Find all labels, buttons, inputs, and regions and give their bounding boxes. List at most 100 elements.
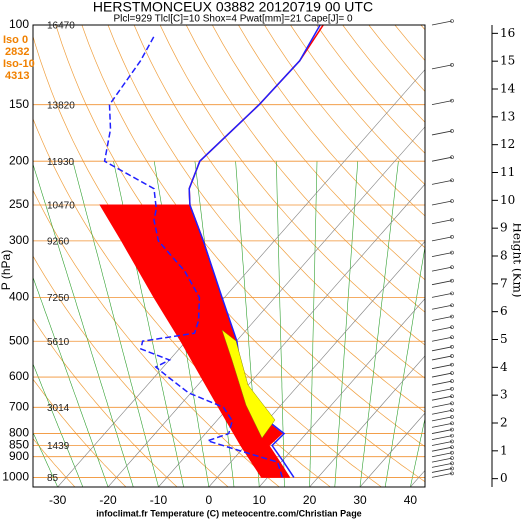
wind-station <box>450 335 454 340</box>
wind-station <box>450 461 454 466</box>
geopotential-label: 3014 <box>47 403 70 414</box>
wind-barb <box>431 326 453 332</box>
x-tick-label: 40 <box>404 493 418 507</box>
x-tick-label: -20 <box>99 493 117 507</box>
wind-barb <box>431 468 453 473</box>
wind-station <box>450 345 454 349</box>
geopotential-label: 10470 <box>47 201 75 212</box>
wind-barb <box>431 130 453 136</box>
wind-barb <box>431 473 453 478</box>
wind-station <box>450 265 454 269</box>
plot-area <box>33 25 425 487</box>
wind-barb <box>431 20 453 26</box>
y2-tick-label: 0 <box>500 471 508 485</box>
wind-station <box>450 466 454 471</box>
y-axis-label: P (hPa) <box>0 250 13 290</box>
wind-station <box>450 199 454 203</box>
y-tick-label: 1000 <box>2 470 29 484</box>
y-tick-label: 100 <box>9 17 29 31</box>
wind-barb <box>431 364 453 370</box>
y2-axis-label: Height (Km) <box>511 222 521 297</box>
isotherm <box>309 355 425 487</box>
dry-adiabat <box>133 25 425 379</box>
wind-station <box>450 98 454 103</box>
wind-barb <box>431 446 453 452</box>
wind-station <box>450 155 454 159</box>
y2-tick-label: 4 <box>500 360 508 374</box>
y2-tick-label: 14 <box>500 82 516 96</box>
y2-tick-label: 10 <box>500 193 515 207</box>
wind-station <box>450 178 454 183</box>
wind-station <box>450 314 454 319</box>
wind-barb <box>431 435 453 441</box>
y2-tick-label: 5 <box>500 332 508 346</box>
wind-barb <box>431 462 453 468</box>
wind-station <box>450 415 454 419</box>
wind-station <box>450 354 454 358</box>
wind-barb <box>431 346 453 352</box>
wind-station <box>450 19 454 23</box>
annotation-value: 2832 <box>5 46 29 58</box>
y2-tick-label: 9 <box>500 221 508 235</box>
wind-barb <box>431 409 453 415</box>
y2-tick-label: 16 <box>500 26 515 40</box>
wind-station <box>450 325 454 329</box>
y2-tick-label: 8 <box>500 249 508 263</box>
wind-barb <box>431 429 453 434</box>
chart-subtitle: Plcl=929 Tlcl[C]=10 Shox=4 Pwat[mm]=21 C… <box>113 14 353 25</box>
wind-barb <box>431 236 453 242</box>
wind-station <box>450 235 454 239</box>
isotherm <box>259 298 425 487</box>
y2-tick-label: 13 <box>500 109 515 123</box>
moist-adiabat <box>33 276 109 487</box>
geopotential-label: 13820 <box>47 100 75 111</box>
wind-barb <box>431 200 453 206</box>
wind-station <box>450 250 454 255</box>
wind-station <box>450 433 454 438</box>
dry-adiabat <box>185 25 425 313</box>
wind-station <box>450 408 454 413</box>
moist-adiabat <box>309 161 318 487</box>
annotation-label: Iso-10 <box>3 58 35 70</box>
wind-station <box>450 386 454 391</box>
dry-adiabat <box>238 25 425 249</box>
wind-barb <box>431 355 453 361</box>
moist-adiabat <box>410 416 425 487</box>
x-tick-label: 30 <box>353 493 367 507</box>
dry-adiabat <box>33 189 280 487</box>
wind-station <box>450 427 454 432</box>
y-tick-label: 800 <box>9 426 29 440</box>
moist-adiabat <box>33 163 134 487</box>
y2-tick-label: 2 <box>500 415 508 429</box>
y-tick-label: 150 <box>9 97 29 111</box>
wind-barb <box>431 395 453 401</box>
wind-barb <box>431 266 453 272</box>
x-tick-label: -10 <box>150 493 168 507</box>
y-tick-label: 300 <box>9 233 29 247</box>
moist-adiabat <box>334 161 358 487</box>
dry-adiabat <box>33 378 127 487</box>
wind-barb <box>431 156 453 162</box>
wind-barb <box>431 372 453 378</box>
wind-station <box>450 450 454 455</box>
wind-barb <box>431 100 453 106</box>
geopotential-label: 5610 <box>47 337 70 348</box>
wind-barb <box>431 452 453 458</box>
y-tick-label: 250 <box>9 197 29 211</box>
wind-barb <box>431 388 453 394</box>
wind-station <box>450 471 454 476</box>
wind-barb <box>431 416 453 422</box>
geopotential-label: 16470 <box>47 21 75 32</box>
wind-station <box>450 362 454 367</box>
wind-station <box>450 129 454 133</box>
wind-station <box>450 445 454 449</box>
x-tick-label: 0 <box>206 493 213 507</box>
y2-tick-label: 7 <box>500 276 508 290</box>
wind-station <box>450 456 454 460</box>
chart-footer: infoclimat.fr Temperature (C) meteocentr… <box>96 508 361 518</box>
y-tick-label: 900 <box>9 449 29 463</box>
annotation-value: 4313 <box>5 70 29 82</box>
wind-barb <box>431 280 453 286</box>
isotherm <box>107 126 425 487</box>
